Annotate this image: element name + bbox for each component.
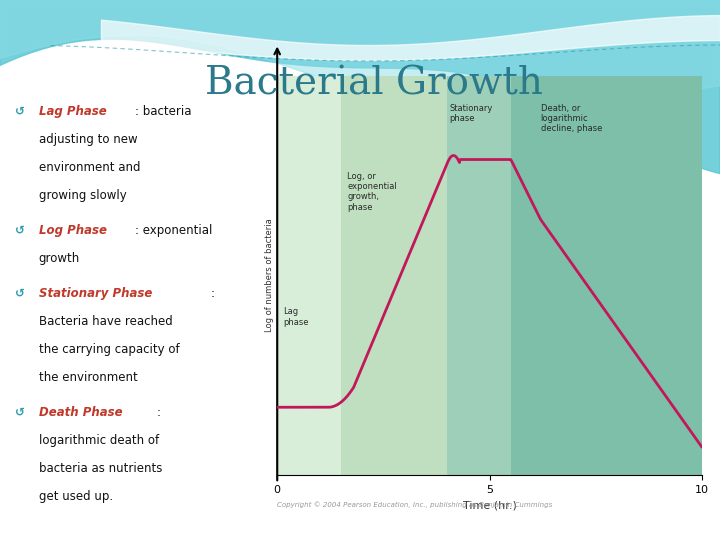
Text: bacteria as nutrients: bacteria as nutrients [39, 462, 162, 475]
Text: Log, or
exponential
growth,
phase: Log, or exponential growth, phase [347, 172, 397, 212]
Text: Lag
phase: Lag phase [284, 307, 309, 327]
Text: growth: growth [39, 252, 80, 265]
Text: logarithmic death of: logarithmic death of [39, 434, 159, 447]
Text: : exponential: : exponential [135, 224, 212, 237]
Text: get used up.: get used up. [39, 490, 113, 503]
Text: Death, or
logarithmic
decline, phase: Death, or logarithmic decline, phase [541, 104, 602, 133]
Y-axis label: Log of numbers of bacteria: Log of numbers of bacteria [266, 219, 274, 332]
Bar [341, 76, 447, 475]
X-axis label: Time (hr.): Time (hr.) [463, 501, 516, 510]
Bar [511, 76, 702, 475]
Text: ↺: ↺ [15, 224, 25, 237]
Text: : bacteria: : bacteria [135, 105, 192, 118]
Text: Bacterial Growth: Bacterial Growth [205, 65, 544, 102]
Text: :: : [210, 287, 215, 300]
Text: Stationary
phase: Stationary phase [449, 104, 492, 123]
Text: the carrying capacity of: the carrying capacity of [39, 343, 179, 356]
Text: adjusting to new: adjusting to new [39, 133, 138, 146]
Text: the environment: the environment [39, 371, 138, 384]
Bar [277, 76, 341, 475]
Bar [447, 76, 511, 475]
Text: Log Phase: Log Phase [39, 224, 107, 237]
Text: ↺: ↺ [15, 105, 25, 118]
Text: Stationary Phase: Stationary Phase [39, 287, 152, 300]
Text: environment and: environment and [39, 161, 140, 174]
Text: :: : [157, 406, 161, 419]
Text: Bacteria have reached: Bacteria have reached [39, 315, 173, 328]
Text: Death Phase: Death Phase [39, 406, 122, 419]
Text: ↺: ↺ [15, 406, 25, 419]
Text: growing slowly: growing slowly [39, 189, 127, 202]
Text: Lag Phase: Lag Phase [39, 105, 107, 118]
Text: Copyright © 2004 Pearson Education, Inc., publishing as Benjamin Cummings: Copyright © 2004 Pearson Education, Inc.… [277, 501, 552, 508]
Text: ↺: ↺ [15, 287, 25, 300]
